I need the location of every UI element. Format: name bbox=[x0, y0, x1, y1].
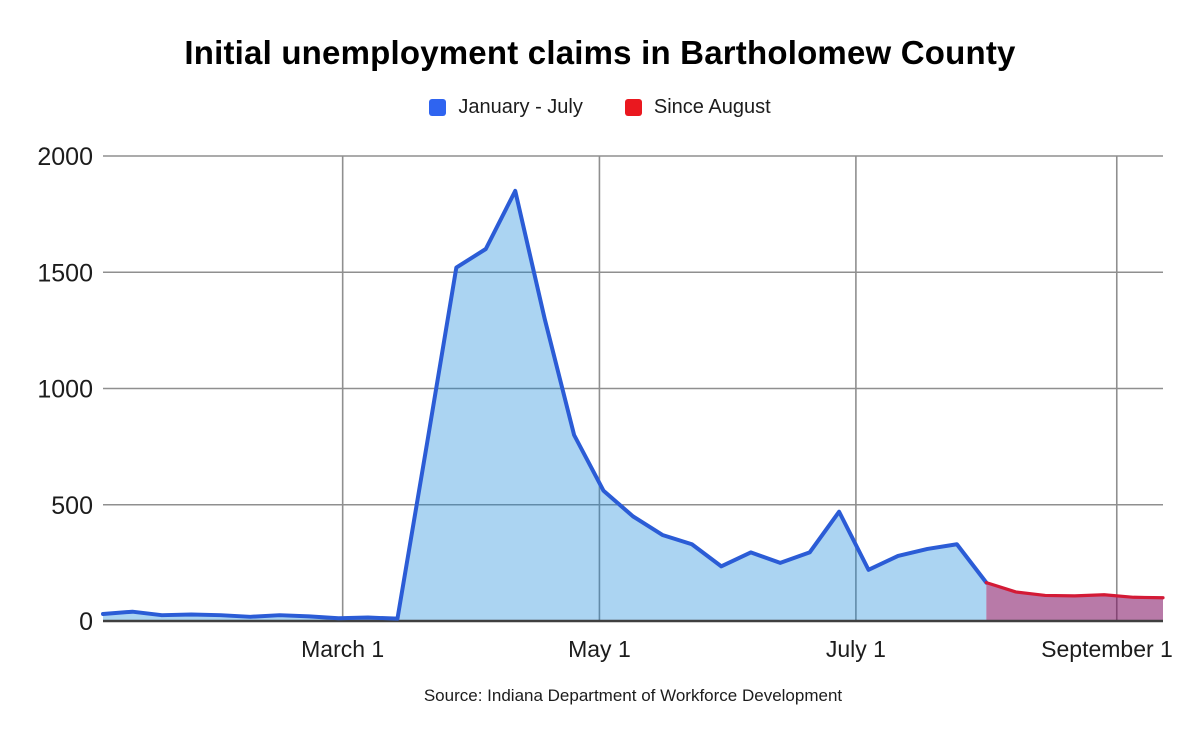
chart-title: Initial unemployment claims in Bartholom… bbox=[184, 34, 1016, 71]
y-axis-tick-label: 500 bbox=[51, 492, 93, 520]
legend-label-january-july: January - July bbox=[458, 96, 583, 118]
series-line bbox=[984, 581, 1165, 600]
chart-legend: January - July Since August bbox=[0, 96, 1200, 119]
legend-swatch-blue-icon bbox=[429, 99, 447, 116]
legend-label-since-august: Since August bbox=[653, 96, 771, 118]
x-axis-tick-label: March 1 bbox=[301, 636, 384, 662]
legend-item-january-july: January - July bbox=[429, 96, 583, 119]
x-axis-tick-label: September 1 bbox=[1041, 636, 1173, 662]
series-line bbox=[101, 188, 989, 621]
series-area bbox=[986, 582, 1163, 621]
y-axis-tick-label: 1500 bbox=[37, 259, 93, 287]
x-axis-tick-label: May 1 bbox=[568, 636, 631, 662]
x-axis-tick-label: July 1 bbox=[826, 636, 886, 662]
legend-swatch-red-icon bbox=[624, 99, 642, 116]
y-axis-tick-label: 1000 bbox=[37, 376, 93, 404]
y-axis-tick-label: 2000 bbox=[37, 143, 93, 171]
source-note: Source: Indiana Department of Workforce … bbox=[423, 686, 843, 705]
y-axis-tick-label: 0 bbox=[79, 608, 93, 636]
series-area bbox=[103, 190, 987, 621]
legend-item-since-august: Since August bbox=[624, 96, 771, 119]
